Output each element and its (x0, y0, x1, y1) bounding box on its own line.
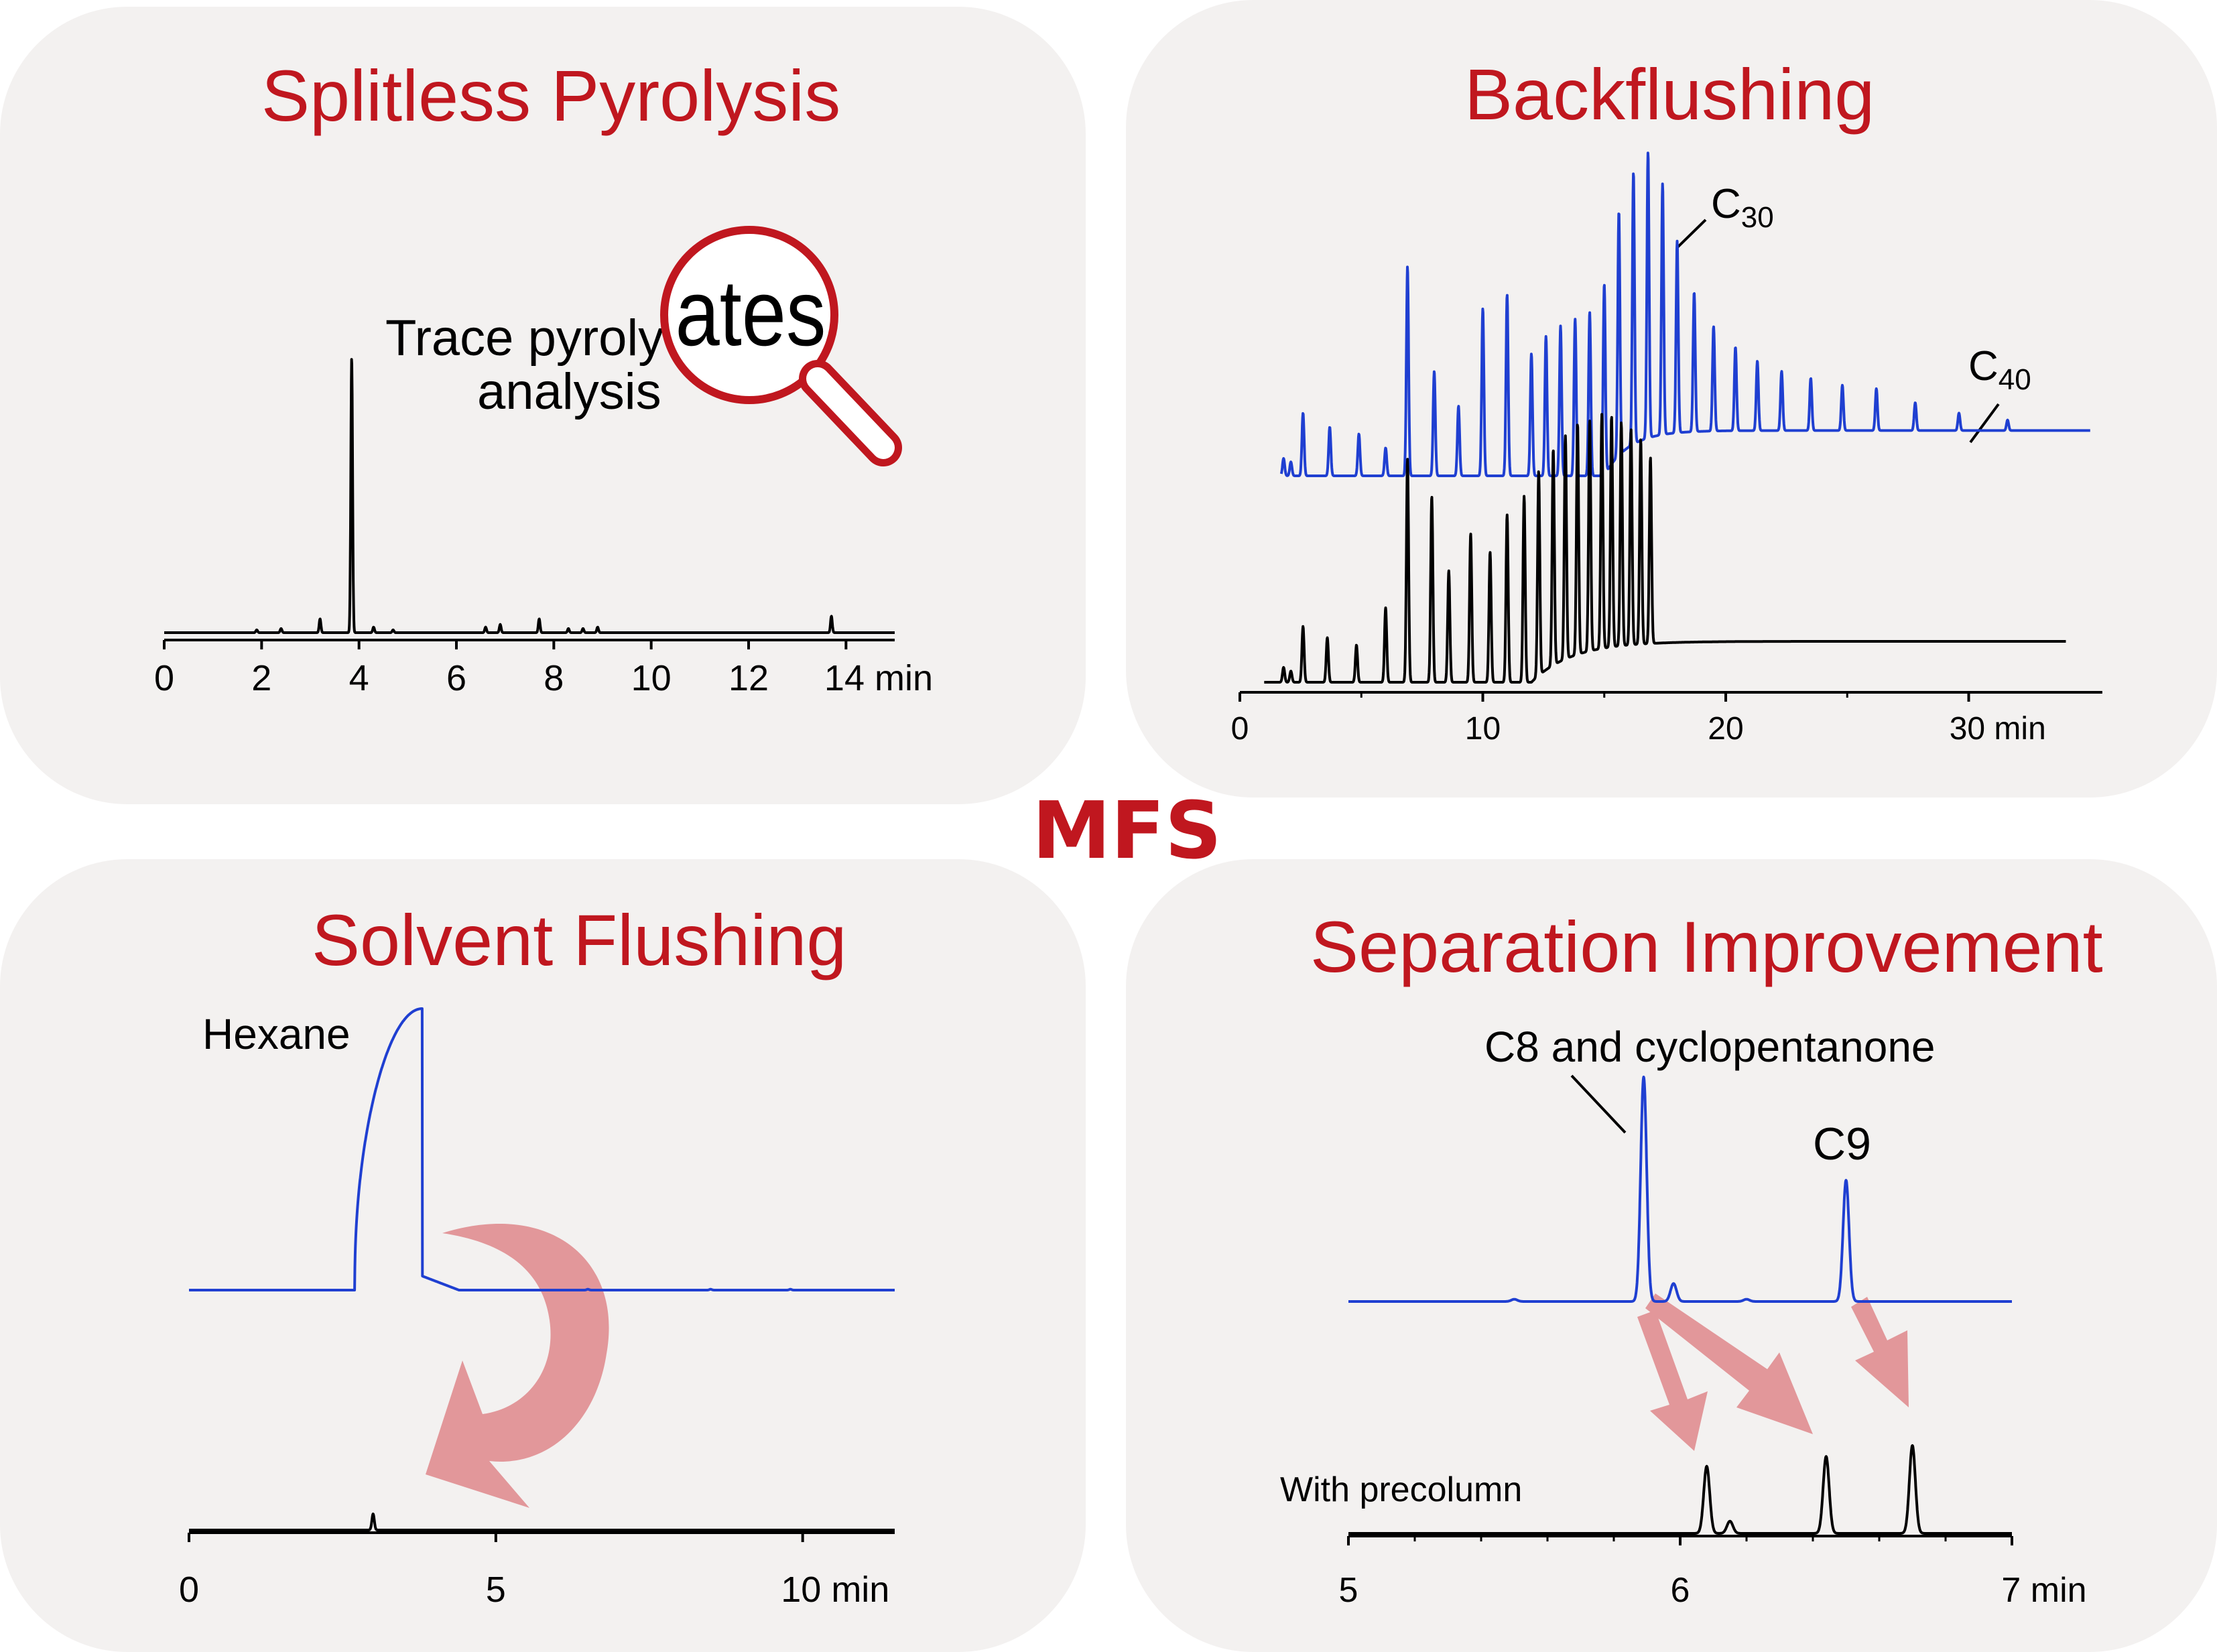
series-1-trace (1279, 151, 2092, 477)
x-tick-label: 0 (1231, 711, 1249, 747)
tl-annotation-line2: analysis (477, 363, 661, 420)
shift-arrows (1637, 1293, 1909, 1451)
x-tick-label: 7 min (2001, 1571, 2086, 1610)
x-tick-label: 30 min (1950, 711, 2046, 747)
flush-arrow-icon (426, 1224, 609, 1508)
c40-sub: 40 (1999, 363, 2031, 396)
x-tick-label: 10 min (781, 1570, 889, 1610)
br-label-c8: C8 and cyclopentanone (1484, 1023, 1936, 1071)
chart-4: 5 6 7 min (1339, 1076, 2087, 1610)
br-label-precolumn: With precolumn (1280, 1470, 1522, 1509)
series-2-trace (188, 1513, 896, 1531)
with-precolumn-trace (1347, 1444, 2013, 1535)
magnifier-icon: ates (660, 226, 902, 466)
c30-base: C (1711, 181, 1741, 227)
title-solvent-flushing: Solvent Flushing (312, 899, 847, 980)
x-tick-label: 0 (154, 658, 174, 698)
magnifier-text: ates (676, 260, 826, 365)
br-label-c9: C9 (1813, 1119, 1871, 1169)
c30-sub: 30 (1741, 201, 1774, 234)
tr-label-c40: C40 (1968, 343, 2031, 444)
shift-arrow-icon (1637, 1310, 1708, 1451)
x-tick-label: 10 (1465, 711, 1501, 747)
shift-arrow-icon (1645, 1293, 1813, 1434)
x-tick-label: 14 min (824, 658, 933, 698)
c40-base: C (1968, 343, 1999, 389)
series-2-trace (1263, 413, 2067, 684)
panel-separation-improvement (1126, 859, 2217, 1652)
x-tick-label: 5 (486, 1570, 506, 1610)
mfs-label: MFS (1032, 784, 1222, 877)
title-backflushing: Backflushing (1464, 54, 1875, 135)
tr-label-c30: C30 (1675, 181, 1774, 249)
bl-label-hexane: Hexane (202, 1010, 351, 1058)
chart-1: 0 2 4 6 8 10 12 14 min (154, 358, 933, 698)
title-splitless-pyrolysis: Splitless Pyrolysis (261, 55, 841, 136)
series-1-trace (1347, 1076, 2013, 1303)
x-tick-label: 8 (544, 658, 564, 698)
panel-splitless-pyrolysis (0, 7, 1086, 804)
chart-2: 0 10 20 30 min (1231, 151, 2102, 747)
x-tick-label: 12 (729, 658, 769, 698)
x-tick-label: 2 (251, 658, 271, 698)
tl-annotation-line1: Trace pyroly (385, 310, 663, 367)
panel-backflushing (1126, 0, 2217, 798)
x-tick-label: 4 (349, 658, 369, 698)
svg-text:C40: C40 (1968, 343, 2031, 396)
x-tick-label: 10 (631, 658, 672, 698)
title-separation-improvement: Separation Improvement (1310, 906, 2103, 987)
chart-3: 0 5 10 min (179, 1007, 896, 1610)
x-tick-label: 6 (446, 658, 466, 698)
x-tick-label: 6 (1671, 1571, 1690, 1610)
x-tick-label: 0 (179, 1570, 199, 1610)
hexane-trace (188, 1007, 896, 1291)
svg-text:C30: C30 (1711, 181, 1774, 234)
x-tick-label: 5 (1339, 1571, 1358, 1610)
series-1-trace (163, 358, 896, 634)
br-c8-leader (1570, 1074, 1627, 1134)
shift-arrow-icon (1851, 1297, 1909, 1407)
x-tick-label: 20 (1708, 711, 1743, 747)
